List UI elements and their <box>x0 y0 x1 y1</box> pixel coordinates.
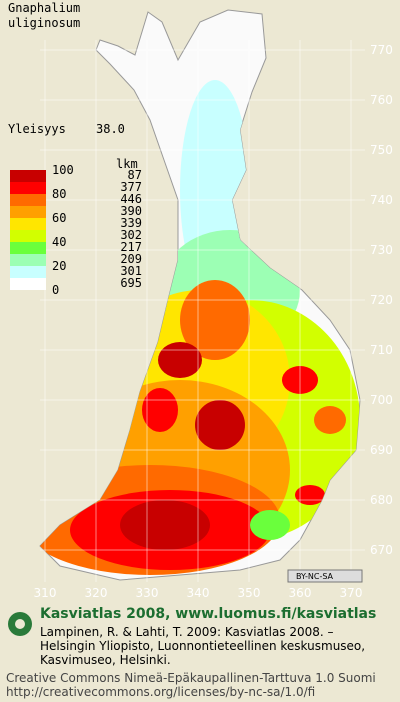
species-name: uliginosum <box>8 16 80 30</box>
y-tick-label: 680 <box>370 493 393 507</box>
y-tick-label: 720 <box>370 293 393 307</box>
legend-count: 446 <box>120 192 142 206</box>
legend-count: 209 <box>120 252 142 266</box>
legend-count: 217 <box>120 240 142 254</box>
legend-scale-label: 60 <box>52 211 66 225</box>
legend-scale-label: 20 <box>52 259 66 273</box>
legend-scale-label: 0 <box>52 283 59 297</box>
legend-swatch <box>10 218 46 230</box>
y-tick-label: 670 <box>370 543 393 557</box>
legend-swatch <box>10 182 46 194</box>
legend-count: 695 <box>120 276 142 290</box>
legend-swatch <box>10 266 46 278</box>
license-badge-text: BY-NC-SA <box>296 572 334 581</box>
legend-scale-label: 80 <box>52 187 66 201</box>
legend-count: 377 <box>120 180 142 194</box>
legend-count: 87 <box>128 168 142 182</box>
license-url[interactable]: http://creativecommons.org/licenses/by-n… <box>6 685 315 699</box>
site-title: Kasviatlas 2008, www.luomus.fi/kasviatla… <box>40 606 376 622</box>
y-tick-label: 710 <box>370 343 393 357</box>
legend-count: 390 <box>120 204 142 218</box>
y-tick-label: 700 <box>370 393 393 407</box>
legend-swatch <box>10 170 46 182</box>
license: Creative Commons Nimeä-Epäkaupallinen-Ta… <box>6 671 376 685</box>
map-grid: 310 320 330 340 350 360 370 770 760 750 740 730 720 7… <box>34 40 393 600</box>
frequency-value: 38.0 <box>96 122 125 136</box>
legend-scale-label: 40 <box>52 235 66 249</box>
legend-count-header: lkm <box>116 157 138 171</box>
y-tick-label: 750 <box>370 143 393 157</box>
legend-swatch <box>10 206 46 218</box>
x-tick-label: 330 <box>136 586 159 600</box>
citation: Lampinen, R. & Lahti, T. 2009: Kasviatla… <box>40 625 334 639</box>
species-name: Gnaphalium <box>8 1 80 15</box>
x-tick-label: 310 <box>34 586 57 600</box>
logo-inner <box>15 619 25 629</box>
citation: Helsingin Yliopisto, Luonnontieteellinen… <box>40 639 365 653</box>
x-tick-label: 350 <box>238 586 261 600</box>
x-tick-label: 340 <box>187 586 210 600</box>
legend-swatch <box>10 194 46 206</box>
legend-count: 301 <box>120 264 142 278</box>
legend-swatch <box>10 230 46 242</box>
legend-swatch <box>10 242 46 254</box>
y-tick-label: 760 <box>370 93 393 107</box>
legend-swatch <box>10 254 46 266</box>
y-tick-label: 740 <box>370 193 393 207</box>
x-tick-label: 360 <box>289 586 312 600</box>
license-badge <box>287 569 363 583</box>
x-tick-label: 320 <box>85 586 108 600</box>
citation: Kasvimuseo, Helsinki. <box>40 653 171 667</box>
frequency-label: Yleisyys <box>8 122 66 136</box>
y-tick-label: 730 <box>370 243 393 257</box>
legend-scale-label: 100 <box>52 163 74 177</box>
legend-count: 302 <box>120 228 142 242</box>
legend-swatch <box>10 278 46 290</box>
x-tick-label: 370 <box>340 586 363 600</box>
y-tick-label: 690 <box>370 443 393 457</box>
legend-count: 339 <box>120 216 142 230</box>
y-tick-label: 770 <box>370 43 393 57</box>
